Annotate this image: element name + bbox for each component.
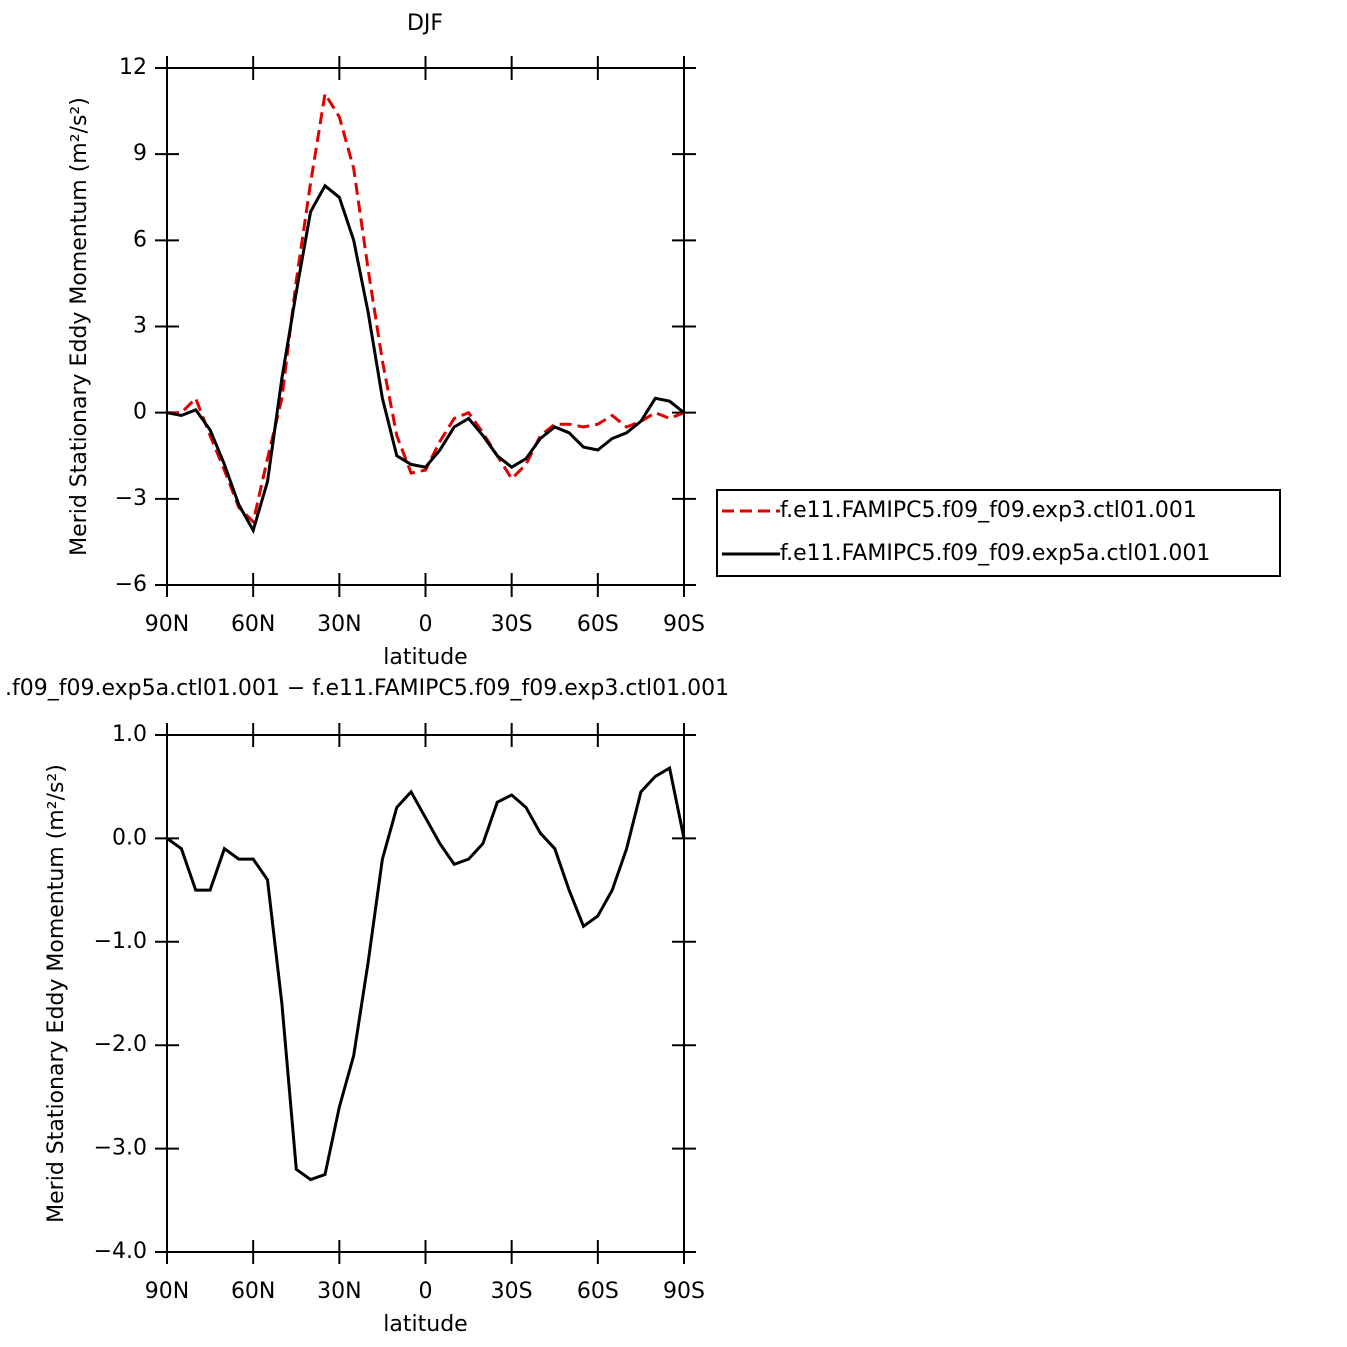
y-tick-label: 0.0 [112,825,147,850]
x-tick-label: 60S [577,612,619,637]
x-tick-label: 90S [663,1279,705,1304]
y-tick-label: 1.0 [112,722,147,747]
data-line [166,183,685,535]
x-tick-label: 60N [231,612,275,637]
x-tick-label: 90N [145,612,189,637]
x-tick-label: 30S [491,1279,533,1304]
y-tick-label: −2.0 [94,1032,147,1057]
x-tick-label: 30N [317,612,361,637]
y-axis-label: Merid Stationary Eddy Momentum (m²/s²) [67,97,92,556]
plot-frame [166,734,685,1253]
data-line [167,89,685,525]
x-axis-label: latitude [383,645,467,670]
y-tick-label: −3 [115,486,147,511]
x-tick-label: 30N [317,1279,361,1304]
chart-title: .f09_f09.exp5a.ctl01.001 − f.e11.FAMIPC5… [5,676,729,701]
y-tick-label: 0 [133,400,147,425]
x-axis-label: latitude [383,1312,467,1337]
x-tick-label: 60N [231,1279,275,1304]
y-tick-label: 12 [119,55,147,80]
x-tick-label: 60S [577,1279,619,1304]
y-tick-label: 6 [133,227,147,252]
y-tick-label: 3 [133,314,147,339]
legend-label: f.e11.FAMIPC5.f09_f09.exp5a.ctl01.001 [780,541,1210,566]
legend-box [716,489,1281,577]
legend-label: f.e11.FAMIPC5.f09_f09.exp3.ctl01.001 [780,498,1197,523]
y-tick-label: −1.0 [94,929,147,954]
y-tick-label: −4.0 [94,1239,147,1264]
x-tick-label: 90N [145,1279,189,1304]
x-tick-label: 0 [419,612,433,637]
x-tick-label: 30S [491,612,533,637]
x-tick-label: 90S [663,612,705,637]
y-tick-label: −3.0 [94,1136,147,1161]
y-axis-label: Merid Stationary Eddy Momentum (m²/s²) [44,764,69,1223]
y-tick-label: −6 [115,572,147,597]
x-tick-label: 0 [419,1279,433,1304]
plot-frame [166,67,685,586]
chart-title: DJF [407,11,443,36]
data-line [166,765,686,1182]
y-tick-label: 9 [133,141,147,166]
